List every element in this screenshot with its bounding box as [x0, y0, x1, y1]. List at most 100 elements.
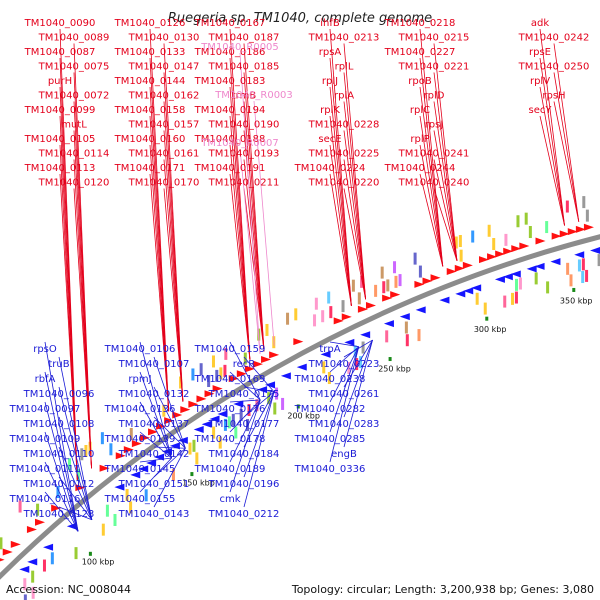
feature-block: [321, 310, 325, 323]
gene-label: rpoB: [408, 76, 432, 87]
gene-label: TM1040_0220: [308, 178, 380, 189]
forward-gene-arrow: [196, 395, 207, 403]
feature-block: [360, 275, 364, 288]
gene-label: TM1040_0241: [398, 149, 470, 160]
gene-label: TM1040_0158: [114, 105, 186, 116]
reverse-gene-arrow: [201, 420, 212, 428]
tick-marker: [88, 551, 92, 556]
leader-line: [419, 28, 444, 267]
reverse-gene-arrow: [415, 306, 426, 314]
leader-line: [58, 476, 93, 520]
label-leader-lines: [44, 28, 580, 532]
gene-label: TM1040_0218: [384, 18, 456, 29]
leader-line: [139, 457, 172, 463]
gene-label: TM1040_0113: [24, 163, 96, 174]
feature-block: [294, 308, 298, 321]
forward-gene-arrow: [551, 232, 562, 240]
leader-line: [229, 341, 261, 401]
forward-gene-arrow: [575, 225, 586, 233]
gene-label: TM1040_0177: [208, 419, 280, 430]
gene-label: rbfA: [35, 374, 56, 385]
feature-block: [341, 300, 345, 313]
leader-line: [539, 57, 565, 226]
leader-line: [343, 101, 367, 300]
forward-gene-arrow: [188, 400, 199, 408]
gene-label: TM1040_0116: [9, 494, 81, 505]
gene-label: rpsE: [529, 47, 551, 58]
gene-label: TM1040_0176: [194, 404, 266, 415]
gene-label: TM1040_0178: [194, 434, 266, 445]
gene-label: TM1040_R0003: [214, 90, 293, 101]
leader-line: [229, 144, 251, 360]
feature-block: [281, 397, 285, 410]
feature-block: [215, 369, 219, 382]
forward-gene-arrow: [478, 256, 489, 264]
leader-line: [229, 115, 251, 360]
gene-label: TM1040_0075: [38, 62, 110, 73]
leader-line: [243, 188, 265, 352]
gene-label: TM1040_0261: [308, 389, 380, 400]
feature-block: [418, 265, 422, 278]
feature-block: [374, 284, 378, 297]
feature-block: [100, 432, 104, 445]
forward-gene-arrow: [244, 365, 255, 373]
leader-line: [433, 159, 458, 262]
feature-block: [405, 334, 409, 347]
forward-gene-arrow: [414, 280, 425, 288]
feature-block: [545, 221, 549, 234]
tick-marker: [388, 357, 392, 362]
leader-line: [539, 115, 565, 226]
reverse-gene-arrow: [439, 296, 450, 304]
gene-label: secY: [529, 105, 553, 116]
feature-block: [524, 212, 528, 225]
forward-gene-arrow: [382, 294, 393, 302]
gene-label: TM1040_0097: [9, 404, 81, 415]
gene-label: TM1040_0106: [104, 344, 176, 355]
tick-label: 200 kbp: [287, 412, 320, 421]
forward-gene-arrow: [583, 223, 594, 231]
feature-block: [247, 404, 251, 417]
feature-block: [255, 399, 259, 412]
feature-block: [239, 408, 243, 421]
feature-block: [286, 312, 290, 325]
feature-block: [355, 358, 359, 371]
gene-label: TM1040_0133: [114, 47, 186, 58]
feature-block: [188, 442, 192, 455]
gene-label: TM1040_0196: [208, 479, 280, 490]
feature-block: [219, 367, 223, 380]
tick-label: 250 kbp: [378, 365, 411, 374]
gene-label: TM1040_0175: [208, 389, 280, 400]
leader-line: [329, 144, 352, 306]
forward-gene-arrow: [180, 406, 191, 414]
feature-block: [31, 570, 35, 583]
feature-block: [125, 488, 129, 501]
feature-block: [581, 271, 585, 284]
forward-gene-arrow: [495, 250, 506, 258]
leader-line: [139, 341, 173, 459]
leader-line: [229, 399, 261, 403]
reverse-gene-arrow: [526, 265, 537, 273]
gene-label: TM1040_0142: [118, 449, 190, 460]
gene-label: secE: [318, 134, 341, 145]
feature-tracks: [0, 196, 600, 600]
leader-line: [419, 86, 444, 267]
gene-label: TM1040_0224: [294, 163, 366, 174]
reverse-gene-arrow: [209, 415, 220, 423]
gene-labels: TM1040_0090 TM1040_0089 TM1040_0087 TM1040_…: [9, 18, 590, 520]
forward-gene-arrow: [511, 245, 522, 253]
feature-block: [195, 452, 199, 465]
forward-gene-arrow: [10, 540, 21, 548]
leader-line: [44, 491, 79, 532]
map-title: Ruegeria sp. TM1040, complete genome: [168, 11, 432, 26]
forward-gene-arrow: [261, 356, 272, 364]
forward-gene-arrow: [341, 313, 352, 321]
reverse-gene-arrow: [344, 338, 355, 346]
feature-block: [211, 355, 215, 368]
forward-gene-arrow: [51, 504, 62, 512]
gene-label: TM1040_0114: [38, 149, 110, 160]
gene-label: TM1040_0144: [114, 76, 186, 87]
gene-label: TM1040_0250: [518, 62, 590, 73]
gene-arrows: [0, 223, 600, 573]
leader-line: [58, 416, 93, 520]
gene-label: trpA: [319, 344, 340, 355]
